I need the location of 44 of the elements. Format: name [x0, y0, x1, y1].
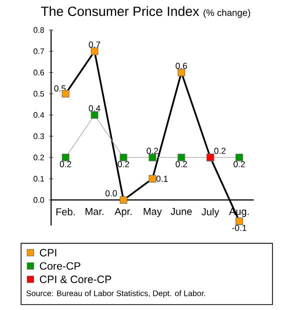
x-tick-label: June — [170, 208, 192, 215]
point — [120, 154, 128, 162]
x-tick-label: Mar. — [86, 208, 104, 215]
point — [236, 217, 243, 225]
y-tick-label: 0.0 — [34, 197, 44, 203]
point — [90, 111, 98, 119]
chart-subtitle: (% change) — [204, 9, 250, 18]
y-tick-label: 0.4 — [34, 112, 44, 118]
data-label: 0.0 — [105, 190, 117, 196]
data-label: 0.4 — [88, 105, 100, 112]
x-tick-label: July — [202, 208, 220, 218]
point — [178, 154, 186, 162]
y-tick-label: 0.7 — [34, 48, 44, 54]
point — [178, 68, 186, 76]
data-label: 0.2 — [214, 148, 226, 154]
point — [148, 154, 156, 162]
y-tick-label: 0.3 — [34, 133, 44, 140]
y-tick-label: 0.2 — [34, 154, 44, 160]
chart-title: The Consumer Price Index — [40, 6, 200, 16]
point — [120, 196, 128, 204]
x-tick-label: Feb. — [56, 208, 75, 216]
data-label: 0.1 — [156, 176, 168, 182]
source-note: Source: Bureau of Labor Statistics, Dept. of Labor. — [26, 290, 206, 298]
point — [148, 174, 156, 182]
data-label: 0.2 — [146, 148, 158, 154]
x-tick-label: May — [144, 208, 162, 217]
legend-label: Core-CP — [40, 262, 80, 270]
data-label: 0.2 — [60, 161, 72, 168]
data-label: 0.2 — [234, 161, 245, 168]
y-tick-label: 0.6 — [34, 70, 44, 76]
data-label: -0.1 — [232, 224, 246, 231]
point — [90, 48, 98, 55]
y-tick-label: 0.8 — [34, 27, 44, 33]
data-label: 0.2 — [118, 161, 130, 168]
y-tick-label: 0.5 — [34, 90, 44, 97]
point — [62, 154, 70, 162]
point — [236, 154, 243, 162]
x-tick-label: Apr. — [114, 208, 132, 217]
data-label: 0.2 — [176, 161, 187, 168]
y-tick-label: 0.1 — [34, 176, 44, 182]
legend-label: CPI — [40, 248, 56, 256]
data-label: 0.6 — [176, 62, 187, 69]
data-label: 0.7 — [88, 42, 100, 48]
legend-label: CPI & Core-CP — [40, 276, 112, 284]
